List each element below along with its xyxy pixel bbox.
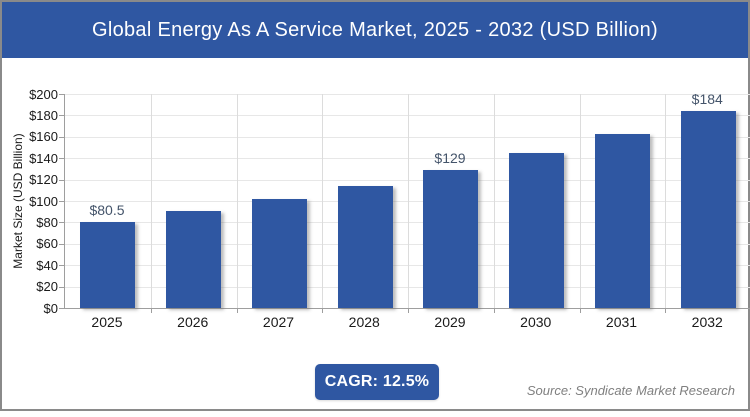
- y-axis-tick-label: $140: [29, 150, 58, 166]
- y-axis-tick-label: $160: [29, 129, 58, 145]
- x-axis-label-2025: 2025: [91, 314, 123, 330]
- y-axis-tick: [59, 94, 64, 95]
- y-axis-tick-label: $100: [29, 193, 58, 209]
- bar-2032: [680, 111, 736, 308]
- y-axis-tick: [59, 308, 64, 309]
- y-axis-tick-label: $80: [36, 214, 58, 230]
- gridline-horizontal: [65, 115, 750, 117]
- y-axis-tick: [59, 201, 64, 202]
- gridline-horizontal: [65, 136, 750, 138]
- y-axis-tick-label: $40: [36, 257, 58, 273]
- gridline-vertical: [322, 94, 324, 308]
- gridline-horizontal: [65, 158, 750, 160]
- y-axis-tick: [59, 243, 64, 245]
- y-axis-tick: [59, 265, 64, 267]
- bar-data-label: $184: [691, 91, 723, 108]
- x-axis-label-2026: 2026: [177, 314, 209, 330]
- x-axis-tick: [322, 309, 324, 313]
- x-axis-label-2031: 2031: [605, 314, 638, 330]
- y-axis-tick-label: $20: [36, 279, 58, 295]
- gridline-horizontal: [65, 179, 750, 181]
- gridline-horizontal: [65, 201, 750, 202]
- bar-2031: [594, 133, 650, 308]
- y-axis-tick-label: $200: [29, 86, 58, 102]
- y-axis-tick: [59, 158, 64, 160]
- chart-title: Global Energy As A Service Market, 2025 …: [91, 18, 659, 41]
- x-axis-label-2027: 2027: [262, 314, 295, 330]
- x-axis-label-2030: 2030: [520, 314, 552, 330]
- gridline-horizontal: [65, 243, 750, 245]
- gridline-horizontal: [65, 286, 750, 288]
- x-axis-tick: [665, 309, 667, 313]
- x-axis-label-2029: 2029: [434, 314, 466, 330]
- x-axis-label-2028: 2028: [348, 314, 380, 330]
- cagr-label: CAGR: 12.5%: [324, 373, 430, 390]
- x-axis-tick: [408, 309, 409, 313]
- y-axis-tick-label: $0: [43, 300, 58, 316]
- x-axis-label-2032: 2032: [691, 314, 723, 330]
- y-axis-tick: [59, 115, 64, 117]
- bar-2028: [337, 185, 393, 308]
- y-axis-tick-label: $120: [29, 172, 58, 188]
- x-axis-tick: [579, 309, 581, 313]
- bar-2030: [509, 152, 565, 308]
- y-axis-tick-label: $60: [36, 236, 58, 252]
- bar-data-label: $80.5: [89, 201, 125, 218]
- bar-data-label: $129: [434, 149, 466, 166]
- gridline-horizontal: [65, 94, 750, 95]
- y-axis-tick: [59, 286, 64, 288]
- y-axis-tick: [59, 222, 64, 224]
- gridline-vertical: [150, 94, 152, 308]
- bar-2027: [251, 198, 307, 308]
- cagr-badge: CAGR: 12.5%: [315, 364, 439, 400]
- gridline-vertical: [493, 94, 495, 308]
- x-axis-tick: [493, 309, 495, 313]
- plot-area: [59, 94, 750, 313]
- source-attribution: Source: Syndicate Market Research: [526, 383, 735, 398]
- x-axis-tick: [236, 309, 238, 313]
- gridline-vertical: [236, 94, 238, 308]
- title-banner: Global Energy As A Service Market, 2025 …: [2, 2, 748, 58]
- bar-2029: [423, 169, 479, 308]
- bar-2025: [80, 221, 136, 308]
- gridline-horizontal: [65, 222, 750, 224]
- gridline-vertical: [408, 94, 409, 308]
- gridline-vertical: [665, 94, 667, 308]
- y-axis-tick: [59, 179, 64, 181]
- y-axis-tick-label: $180: [29, 107, 58, 123]
- y-axis-tick: [59, 136, 64, 138]
- bar-2026: [166, 211, 222, 308]
- gridline-vertical: [579, 94, 581, 308]
- gridline-horizontal: [65, 265, 750, 267]
- x-axis-tick: [150, 309, 152, 313]
